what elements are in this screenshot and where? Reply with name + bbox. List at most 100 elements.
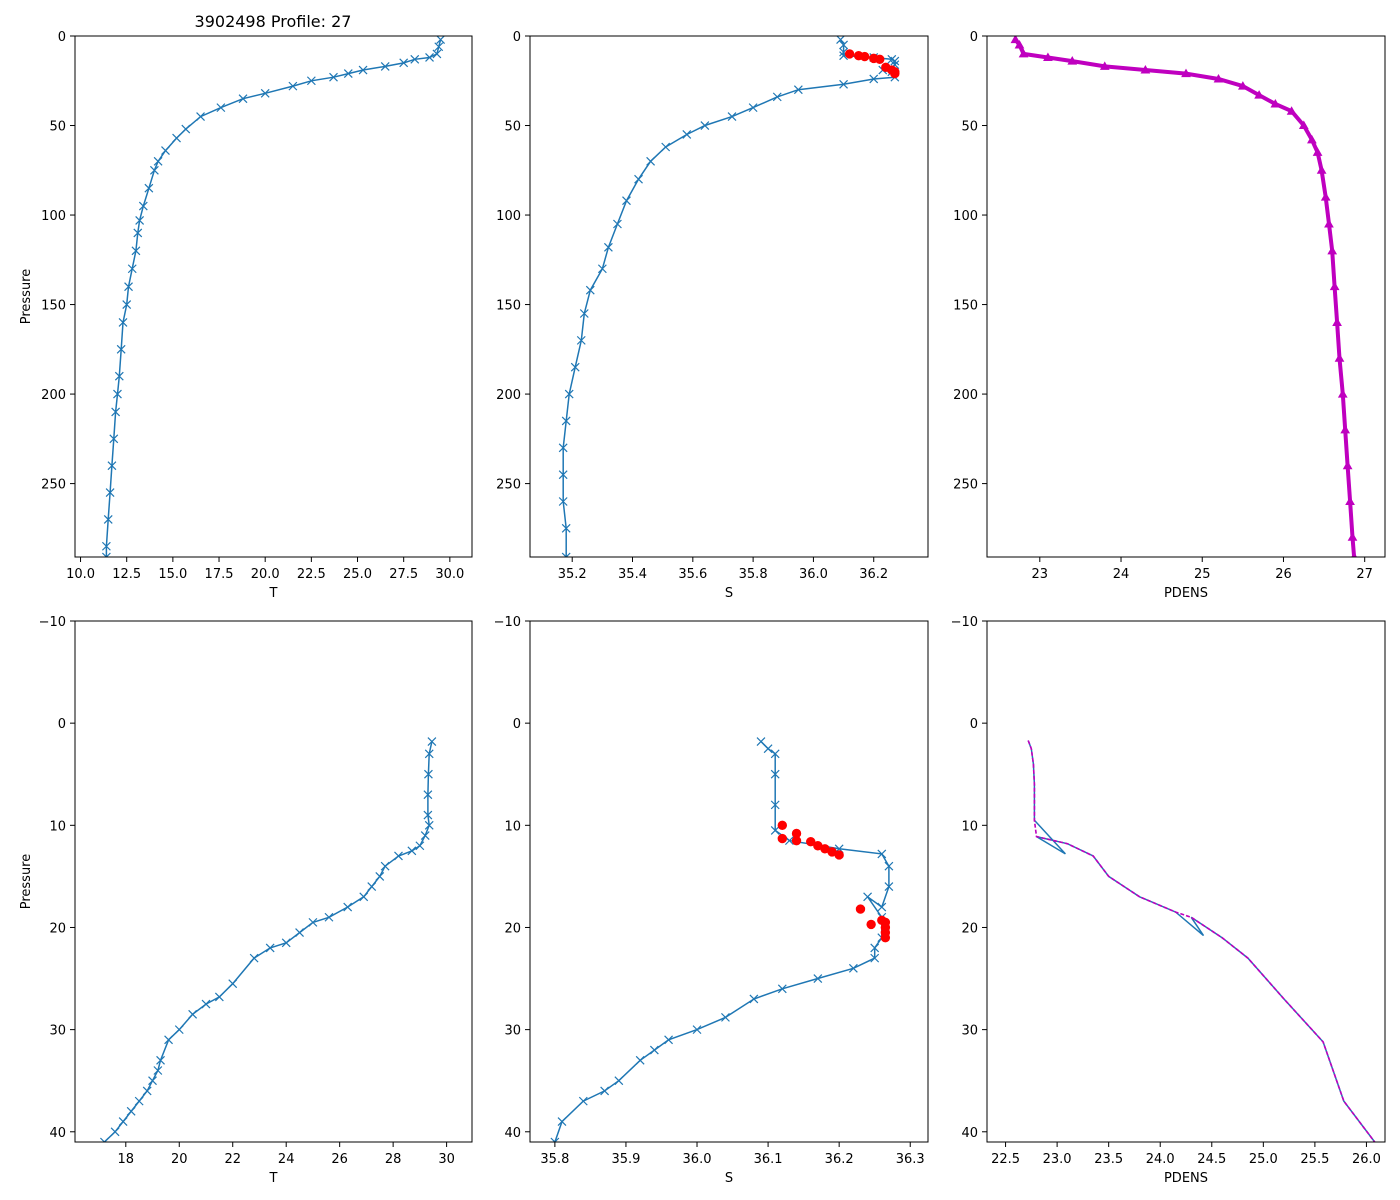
x-marker <box>394 851 403 861</box>
x-marker <box>196 112 205 121</box>
x-marker <box>149 165 159 175</box>
x-marker <box>763 744 773 754</box>
x-marker <box>124 282 133 292</box>
y-tick-label: 250 <box>496 478 521 493</box>
x-marker <box>281 938 291 948</box>
y-tick-label: 40 <box>49 1126 66 1141</box>
axes-frame <box>74 620 473 1143</box>
x-tick-label: 35.6 <box>678 567 707 582</box>
y-tick-label: 30 <box>961 1024 978 1039</box>
x-tick-label: 17.5 <box>205 567 234 582</box>
y-tick-label: 200 <box>41 388 66 403</box>
x-tick-label: 26 <box>331 1152 348 1167</box>
x-marker <box>614 1076 624 1086</box>
x-marker <box>188 1009 198 1019</box>
x-marker <box>585 285 595 295</box>
x-marker <box>118 318 128 327</box>
series-line <box>1013 38 1357 557</box>
x-tick-label: 36.0 <box>799 567 828 582</box>
y-tick-label: 100 <box>41 209 66 224</box>
x-marker <box>748 103 758 113</box>
y-tick-label: 50 <box>49 120 66 135</box>
y-tick-label: 0 <box>58 717 66 732</box>
x-marker <box>427 737 437 746</box>
series-line <box>562 39 897 557</box>
plot-area <box>99 737 437 1142</box>
x-marker <box>380 861 390 871</box>
x-tick-label: 24.0 <box>1146 1152 1175 1167</box>
x-marker <box>770 800 780 810</box>
plot-area <box>550 737 894 1142</box>
x-marker <box>133 228 143 238</box>
x-marker <box>358 65 368 75</box>
y-tick-label: 100 <box>953 209 978 224</box>
x-marker <box>664 1035 674 1045</box>
x-marker <box>228 979 238 989</box>
x-marker <box>238 94 248 104</box>
x-marker <box>600 1086 610 1096</box>
y-tick-label: 50 <box>504 120 521 135</box>
x-marker <box>558 470 568 480</box>
y-tick-label: 10 <box>504 819 521 834</box>
x-marker <box>561 523 571 533</box>
x-tick-label: 35.8 <box>540 1152 569 1167</box>
triangle-marker <box>1327 245 1338 255</box>
triangle-marker <box>1213 73 1224 83</box>
x-tick-label: 36.0 <box>683 1152 712 1167</box>
x-marker <box>721 1012 730 1022</box>
x-marker <box>110 1127 120 1137</box>
x-marker <box>700 121 710 130</box>
x-marker <box>793 85 803 95</box>
flagged-point <box>844 49 855 59</box>
x-marker <box>434 42 444 52</box>
y-tick-label: 30 <box>504 1024 521 1039</box>
x-tick-label: 25.0 <box>343 567 372 582</box>
triangle-marker <box>1332 317 1342 326</box>
y-tick-label: −10 <box>494 615 521 630</box>
x-marker <box>134 1096 144 1106</box>
y-tick-label: 200 <box>953 388 978 403</box>
x-tick-label: 36.1 <box>754 1152 783 1167</box>
x-marker <box>153 1066 163 1075</box>
triangle-marker <box>1329 281 1340 291</box>
panel-pdens_zoom: 22.5 23.0 23.5 24.0 24.5 25.0 25.5 26.0 −10 0 10 20… <box>951 615 1386 1186</box>
triangle-marker <box>1312 147 1323 156</box>
x-marker <box>113 389 122 399</box>
x-marker <box>770 825 780 835</box>
x-tick-label: 20.0 <box>251 567 280 582</box>
y-tick-label: 250 <box>41 478 66 493</box>
x-tick-label: 36.2 <box>859 567 888 582</box>
triangle-marker <box>1324 218 1334 228</box>
x-marker <box>436 36 446 45</box>
x-marker <box>135 215 145 225</box>
x-marker <box>877 902 887 912</box>
triangle-marker <box>1316 165 1327 174</box>
x-marker <box>306 76 316 86</box>
x-marker <box>343 902 353 912</box>
x-marker <box>153 156 163 166</box>
x-tick-label: 35.8 <box>739 567 768 582</box>
x-marker <box>99 1137 109 1142</box>
panel-t_full: 10.0 12.5 15.0 17.5 20.0 22.5 25.0 27.5 30.0 0 50 1… <box>19 30 473 601</box>
x-marker <box>399 58 409 68</box>
x-marker <box>359 892 369 902</box>
flagged-point <box>777 833 788 844</box>
x-marker <box>561 416 571 426</box>
x-tick-label: 35.9 <box>611 1152 640 1167</box>
plot-area <box>1010 36 1358 557</box>
x-marker <box>103 514 113 524</box>
axes-frame <box>74 35 473 558</box>
triangle-marker <box>1140 65 1151 74</box>
x-marker <box>756 737 766 746</box>
triangle-marker <box>1237 81 1248 90</box>
x-marker <box>109 434 119 444</box>
x-marker <box>161 146 170 156</box>
x-marker <box>622 196 631 206</box>
x-axis-label: PDENS <box>1164 586 1208 601</box>
x-tick-label: 25.0 <box>1249 1152 1278 1167</box>
x-axis-label: S <box>725 1171 733 1186</box>
x-marker <box>410 54 420 64</box>
y-tick-label: 200 <box>496 388 521 403</box>
x-marker <box>101 541 111 551</box>
